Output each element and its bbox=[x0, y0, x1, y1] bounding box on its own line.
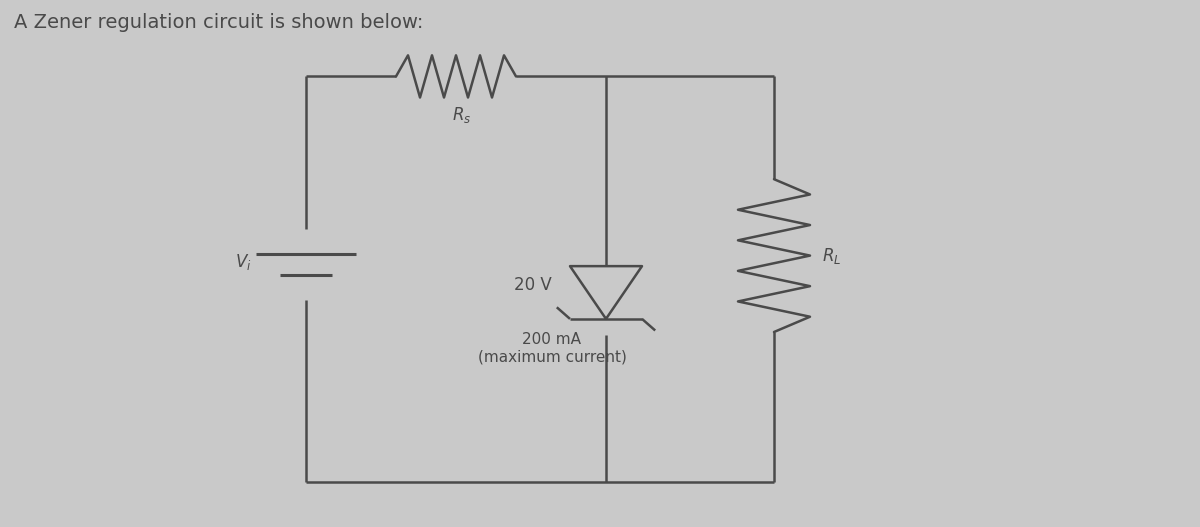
Text: $R_L$: $R_L$ bbox=[822, 246, 841, 266]
Text: A Zener regulation circuit is shown below:: A Zener regulation circuit is shown belo… bbox=[14, 13, 424, 32]
Text: 20 V: 20 V bbox=[515, 276, 552, 294]
Text: $R_s$: $R_s$ bbox=[452, 105, 472, 125]
Text: 200 mA
(maximum current): 200 mA (maximum current) bbox=[478, 332, 626, 365]
Text: $V_i$: $V_i$ bbox=[235, 252, 252, 272]
